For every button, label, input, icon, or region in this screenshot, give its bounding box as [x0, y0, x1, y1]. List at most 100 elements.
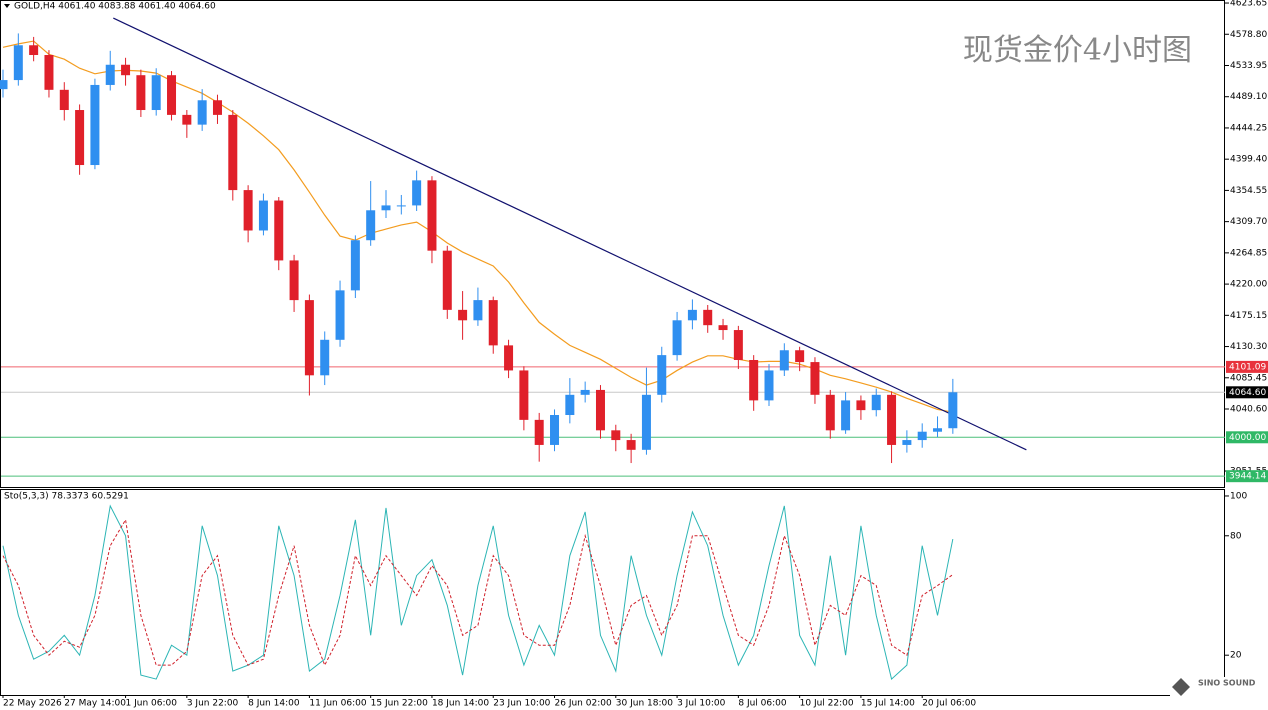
- candle-body: [779, 350, 789, 371]
- candle-body: [519, 370, 529, 420]
- candle-body: [917, 431, 927, 441]
- candle-body: [412, 180, 422, 206]
- candle-body: [595, 389, 605, 431]
- x-tick-label: 1 Jun 06:00: [126, 699, 178, 709]
- candle-body: [228, 114, 238, 191]
- y-tick-label: 4578.80: [1230, 30, 1267, 40]
- logo-icon: [1172, 678, 1190, 696]
- candle-body: [626, 440, 636, 450]
- candle-body: [580, 389, 590, 395]
- candle-body: [687, 309, 697, 321]
- candle-body: [641, 394, 651, 450]
- candle-body: [933, 428, 943, 432]
- candle-body: [534, 419, 544, 445]
- x-tick-label: 26 Jun 02:00: [555, 699, 612, 709]
- main-panel-frame: [0, 0, 1225, 488]
- price-label: 4101.09: [1229, 362, 1266, 372]
- candle-body: [350, 240, 360, 291]
- candle-body: [29, 45, 39, 56]
- candle-body: [672, 320, 682, 356]
- price-label: 3944.14: [1229, 472, 1266, 482]
- candle-body: [320, 339, 330, 376]
- candle-body: [197, 100, 207, 125]
- x-tick-label: 10 Jul 22:00: [800, 699, 854, 709]
- candle-body: [948, 392, 958, 429]
- oscillator-title: Sto(5,3,3) 78.3373 60.5291: [4, 492, 129, 502]
- candle-body: [703, 309, 713, 326]
- candle-body: [718, 325, 728, 331]
- candle-body: [335, 290, 345, 340]
- candle-body: [841, 400, 851, 431]
- candle-body: [611, 430, 621, 441]
- price-label-box: [1226, 386, 1268, 399]
- candle-body: [105, 64, 115, 85]
- price-label: 4064.60: [1229, 388, 1266, 398]
- candle-body: [136, 75, 146, 111]
- y-tick-label: 4130.30: [1230, 342, 1267, 352]
- y-tick-label: 4354.55: [1230, 186, 1267, 196]
- y-tick-label: 4533.95: [1230, 61, 1267, 71]
- candle-body: [902, 440, 912, 445]
- x-tick-label: 18 Jun 14:00: [432, 699, 489, 709]
- price-label-box: [1226, 470, 1268, 483]
- watermark: 现货金价4小时图: [963, 33, 1192, 68]
- y-tick-label: 4040.60: [1230, 405, 1267, 415]
- moving-average: [2, 40, 953, 413]
- y-tick-label: 4444.25: [1230, 123, 1267, 133]
- logo: SINO SOUND: [1198, 679, 1256, 688]
- price-label: 4000.00: [1229, 433, 1266, 443]
- candle-body: [442, 250, 452, 310]
- candle-body: [550, 415, 560, 445]
- candle-body: [304, 300, 314, 376]
- candle-body: [887, 394, 897, 445]
- y-tick-label: 4489.10: [1230, 92, 1267, 102]
- candle-body: [212, 100, 222, 115]
- candle-body: [733, 330, 743, 360]
- price-label-box: [1226, 360, 1268, 373]
- candle-body: [427, 180, 437, 251]
- candle-body: [366, 210, 376, 241]
- oscillator-line: [2, 518, 954, 667]
- symbol-menu-arrow[interactable]: [4, 4, 10, 8]
- candle-body: [151, 75, 161, 111]
- y-tick-label: 4085.45: [1230, 373, 1267, 383]
- candle-body: [44, 55, 54, 90]
- y-tick-label: 80: [1230, 531, 1242, 541]
- y-tick-label: 20: [1230, 651, 1242, 661]
- candle-body: [274, 200, 284, 261]
- candle-body: [810, 362, 820, 395]
- x-tick-label: 20 Jul 06:00: [922, 699, 976, 709]
- candle-body: [764, 370, 774, 401]
- candle-body: [504, 345, 514, 371]
- candle-body: [749, 359, 759, 401]
- candle-body: [75, 110, 85, 166]
- x-tick-label: 27 May 14:00: [64, 699, 126, 709]
- oscillator-panel-frame: [0, 489, 1225, 696]
- x-tick-label: 3 Jun 22:00: [187, 699, 239, 709]
- candle-body: [657, 355, 667, 395]
- x-tick-label: 8 Jul 06:00: [738, 699, 787, 709]
- x-tick-label: 22 May 2026: [3, 699, 62, 709]
- candle-body: [795, 350, 805, 363]
- candle-body: [0, 80, 8, 90]
- candle-body: [289, 260, 299, 301]
- candle-body: [488, 300, 498, 346]
- y-tick-label: 4264.85: [1230, 248, 1267, 258]
- x-tick-label: 3 Jul 10:00: [677, 699, 726, 709]
- candle-body: [871, 394, 881, 411]
- candle-body: [458, 309, 468, 321]
- candle-body: [473, 300, 483, 321]
- y-tick-label: 100: [1230, 491, 1247, 501]
- y-tick-label: 4220.00: [1230, 280, 1267, 290]
- x-tick-label: 15 Jul 14:00: [861, 699, 915, 709]
- chart-header: GOLD,H4 4061.40 4083.88 4061.40 4064.60: [14, 2, 216, 12]
- x-tick-label: 8 Jun 14:00: [248, 699, 300, 709]
- candle-body: [167, 75, 177, 115]
- candle-body: [59, 89, 69, 111]
- y-tick-label: 4623.65: [1230, 0, 1267, 9]
- y-tick-label: 4309.70: [1230, 217, 1267, 227]
- candle-body: [243, 190, 253, 231]
- candle-body: [13, 45, 23, 81]
